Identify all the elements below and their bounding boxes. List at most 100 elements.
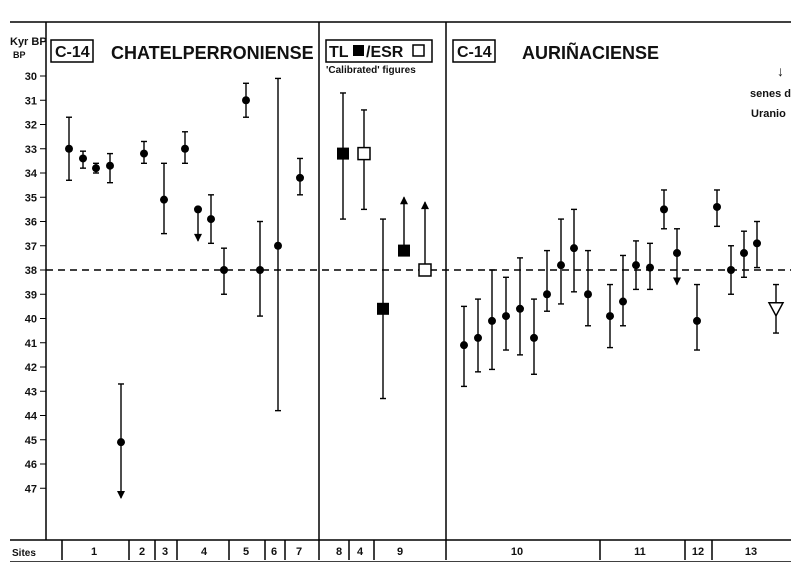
y-tick-label: 40 [25,314,37,326]
data-point [194,205,202,214]
panel2-method-tl: TL [329,44,349,61]
site-label: 7 [296,546,302,558]
panel1-method-box [50,39,94,63]
y-tick-label: 30 [25,71,37,83]
y-tick-label: 41 [25,338,37,350]
site-label: 5 [243,546,249,558]
tl-filled-square-icon [353,45,364,56]
data-point [106,161,114,170]
data-point [160,195,168,204]
y-tick-label: 38 [25,265,37,277]
y-tick-label: 33 [25,144,37,156]
data-point [619,297,627,306]
data-point [117,438,125,447]
esr-open-square-icon [412,44,425,57]
data-point [584,290,592,299]
data-point [516,304,524,313]
data-point [296,173,304,182]
data-marks [65,77,785,499]
y-tick-label: 37 [25,241,37,253]
data-point [740,249,748,258]
y-tick-label: 32 [25,120,37,132]
data-point [274,241,282,250]
data-point [502,312,510,321]
data-point-square-open [418,263,432,277]
sites-row: 1 2 3 4 5 6 7 8 4 9 10 11 12 13 [61,540,757,560]
y-axis-label: Kyr BP [10,36,47,48]
panel1-title: CHATELPERRONIENSE [111,43,314,63]
annotation-line1: senes de [750,88,791,100]
y-tick-label: 31 [25,95,37,107]
data-point [79,154,87,163]
panel2-method-box [325,39,433,63]
y-tick-label: 47 [25,483,37,495]
site-label: 13 [745,546,757,558]
data-point-square-filled [398,244,410,257]
data-point-triangle-open [767,302,785,318]
data-point [543,290,551,299]
y-tick-label: 39 [25,289,37,301]
annotation-line2: Uranio [751,108,786,120]
panel3-method-label: C-14 [457,44,492,61]
data-point [65,144,73,153]
data-point [713,202,721,211]
y-tick-label: 36 [25,217,37,229]
data-point [673,249,681,258]
site-label: 12 [692,546,704,558]
data-point [181,144,189,153]
site-label: 6 [271,546,277,558]
site-label: 8 [336,546,342,558]
panel3-title: AURIÑACIENSE [522,42,659,63]
site-label: 1 [91,546,97,558]
site-label: 2 [139,546,145,558]
annotation-arrow: ↓ [777,63,784,79]
site-label: 10 [511,546,523,558]
x-axis-label: Sites [12,548,36,559]
site-label: 11 [634,546,646,558]
data-point [606,312,614,321]
data-point [570,244,578,253]
arrowhead-down-icon [117,490,125,499]
panel2-subtitle: 'Calibrated' figures [326,65,416,76]
y-tick-label: 42 [25,362,37,374]
data-point [646,263,654,272]
panel2-method-esr: /ESR [366,44,404,61]
y-axis-unit: BP [13,50,26,60]
data-point [753,239,761,248]
data-point [488,316,496,325]
site-label: 4 [357,546,364,558]
data-point [557,261,565,270]
panel1-method-label: C-14 [55,44,90,61]
data-point [242,96,250,105]
data-point [220,266,228,274]
site-label: 4 [201,546,208,558]
data-point [92,164,100,173]
data-point [727,266,735,274]
data-point [660,205,668,214]
data-point [207,215,215,224]
data-point [632,261,640,270]
panel3-method-box [452,39,496,63]
y-tick-label: 35 [25,192,37,204]
data-point [474,333,482,342]
arrowhead-down-icon [673,277,681,286]
y-tick-label: 44 [25,411,38,423]
arrowhead-up-icon [421,201,429,210]
data-point [693,316,701,325]
arrowhead-up-icon [400,196,408,205]
y-tick-label: 45 [25,435,37,447]
data-point [530,333,538,342]
y-tick-label: 43 [25,386,37,398]
y-axis-ticks: 30 31 32 33 34 35 36 37 38 39 40 41 42 43 44 45 46 47 [25,71,46,495]
data-point [140,149,148,158]
y-tick-label: 46 [25,459,37,471]
site-label: 3 [162,546,168,558]
data-point [256,266,264,274]
y-tick-label: 34 [25,168,38,180]
arrowhead-down-icon [194,233,202,242]
data-point [460,341,468,350]
site-label: 9 [397,546,403,558]
data-point-square-open [357,146,371,161]
data-point-square-filled [337,147,349,160]
